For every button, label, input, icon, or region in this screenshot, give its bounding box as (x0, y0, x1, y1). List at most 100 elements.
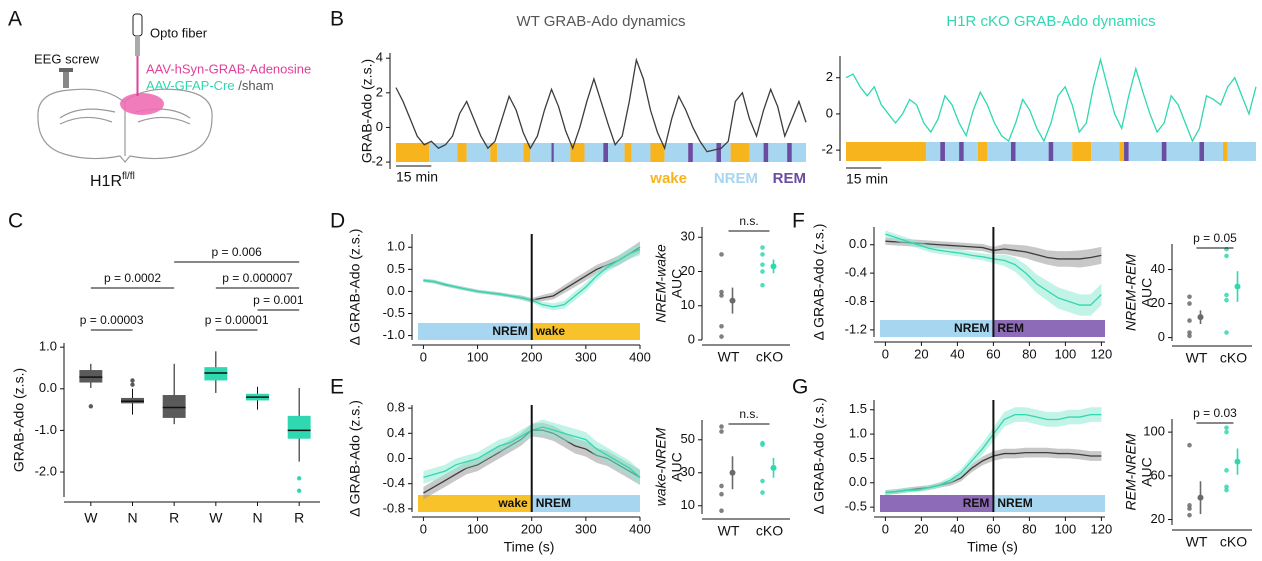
state-label: NREM (954, 321, 989, 335)
y-axis-label: Δ GRAB-Ado (z.s.) (811, 398, 827, 515)
point (719, 334, 724, 339)
hypnogram-segment (1204, 142, 1224, 161)
point (1187, 330, 1192, 335)
x-tick-label: 300 (575, 521, 597, 536)
y-tick-label: 0.0 (39, 380, 57, 395)
y-tick-label: 0.0 (387, 283, 405, 298)
error-band (885, 230, 1102, 316)
x-tick-label: 200 (521, 521, 543, 536)
y-tick-label: -1.0 (35, 422, 57, 437)
hypnogram-segment (1161, 142, 1167, 161)
hypnogram-segment (1072, 142, 1092, 161)
y-axis-label: Δ GRAB-Ado (z.s.) (811, 224, 827, 341)
mean (770, 464, 777, 471)
hypnogram-segment (716, 143, 722, 162)
hypnogram-segment (650, 143, 665, 162)
significance-label: p = 0.00003 (80, 313, 144, 327)
hypnogram-segment (523, 143, 531, 162)
y-tick-label: 0.0 (849, 236, 867, 251)
y-tick-label: -0.5 (845, 499, 867, 514)
y-tick-label: -1.2 (845, 321, 867, 336)
x-tick-label: 20 (914, 346, 928, 361)
y-tick-label: 0.8 (387, 400, 405, 415)
state-label: REM (963, 496, 990, 510)
y-tick-label: 0 (376, 119, 383, 134)
state-label: REM (997, 321, 1024, 335)
x-tick-label: W (209, 510, 223, 526)
y-tick-label: -2 (371, 154, 383, 169)
chart-title: H1R cKO GRAB-Ado dynamics (946, 13, 1155, 30)
mean (770, 263, 777, 270)
hypnogram-segment (584, 143, 604, 162)
x-tick-label: W (84, 510, 98, 526)
significance-label: p = 0.006 (211, 245, 262, 259)
y-axis-label: NREM-wake (653, 244, 669, 323)
brain-diagram: Opto fiber EEG screw AAV-hSyn-GRAB-Adeno… (34, 13, 311, 190)
hypnogram-segment (551, 143, 554, 162)
state-bar (993, 495, 1105, 512)
x-tick-label: 40 (950, 346, 964, 361)
y-axis-label: Δ GRAB-Ado (z.s.) (347, 229, 363, 346)
panel-letter: D (330, 210, 345, 233)
eeg-screw-body (63, 72, 69, 88)
x-tick-label: 400 (629, 521, 651, 536)
chart-title: WT GRAB-Ado dynamics (517, 13, 686, 30)
opto-fiber (132, 13, 143, 37)
panel-letter: A (8, 8, 22, 31)
x-tick-label: 100 (467, 349, 489, 364)
hypnogram-segment (763, 143, 769, 162)
y-axis-label: NREM-REM (1123, 254, 1139, 331)
flier (130, 378, 135, 383)
y-axis-label: wake-NREM (653, 427, 669, 506)
hypnogram-segment (791, 143, 806, 162)
point (1224, 468, 1229, 473)
legend-label: REM (773, 170, 806, 187)
significance-label: p = 0.03 (1193, 406, 1237, 420)
flier (88, 404, 94, 409)
hypnogram-segment (1124, 142, 1129, 161)
hypnogram-segment (553, 143, 571, 162)
y-axis-label: REM-NREM (1123, 433, 1139, 510)
legend-label: NREM (714, 170, 758, 187)
x-tick-label: WT (1186, 534, 1208, 550)
hypnogram-segment (530, 143, 552, 162)
y-tick-label: 10 (681, 297, 695, 312)
x-tick-label: WT (1186, 350, 1208, 366)
y-tick-label: 0 (1158, 329, 1165, 344)
error-band (423, 419, 640, 485)
significance-label: p = 0.05 (1193, 231, 1237, 245)
point (1187, 333, 1192, 339)
y-tick-label: -0.4 (383, 475, 405, 490)
y-tick-label: 2 (826, 69, 833, 84)
y-tick-label: 60 (1151, 467, 1165, 482)
state-bar (880, 495, 994, 512)
y-tick-label: 0.0 (387, 450, 405, 465)
hypnogram-segment (396, 143, 429, 162)
hypnogram-segment (490, 143, 498, 162)
hypnogram-segment (688, 143, 693, 162)
state-bar (880, 320, 994, 337)
point (1187, 442, 1192, 448)
point (1187, 506, 1192, 511)
x-tick-label: 120 (1091, 521, 1113, 536)
hypnogram-segment (1015, 142, 1049, 161)
x-tick-label: 300 (575, 349, 597, 364)
point (760, 282, 765, 288)
y-tick-label: 30 (681, 229, 695, 244)
x-tick-label: 100 (1055, 346, 1077, 361)
state-bar (993, 320, 1105, 337)
point (719, 324, 724, 329)
box (162, 395, 186, 418)
hypnogram-segment (944, 142, 960, 161)
point (719, 252, 724, 257)
panel-letter: G (792, 376, 808, 399)
y-axis-label: GRAB-Ado (z.s.) (359, 59, 375, 163)
state-label: wake (535, 324, 566, 338)
point (1187, 294, 1192, 300)
y-tick-label: 2 (376, 84, 383, 99)
x-tick-label: R (169, 510, 179, 526)
hypnogram-segment (692, 143, 717, 162)
x-axis-label: Time (s) (967, 539, 1018, 555)
y-axis-label: GRAB-Ado (z.s.) (11, 368, 27, 472)
y-tick-label: 0 (688, 331, 695, 346)
